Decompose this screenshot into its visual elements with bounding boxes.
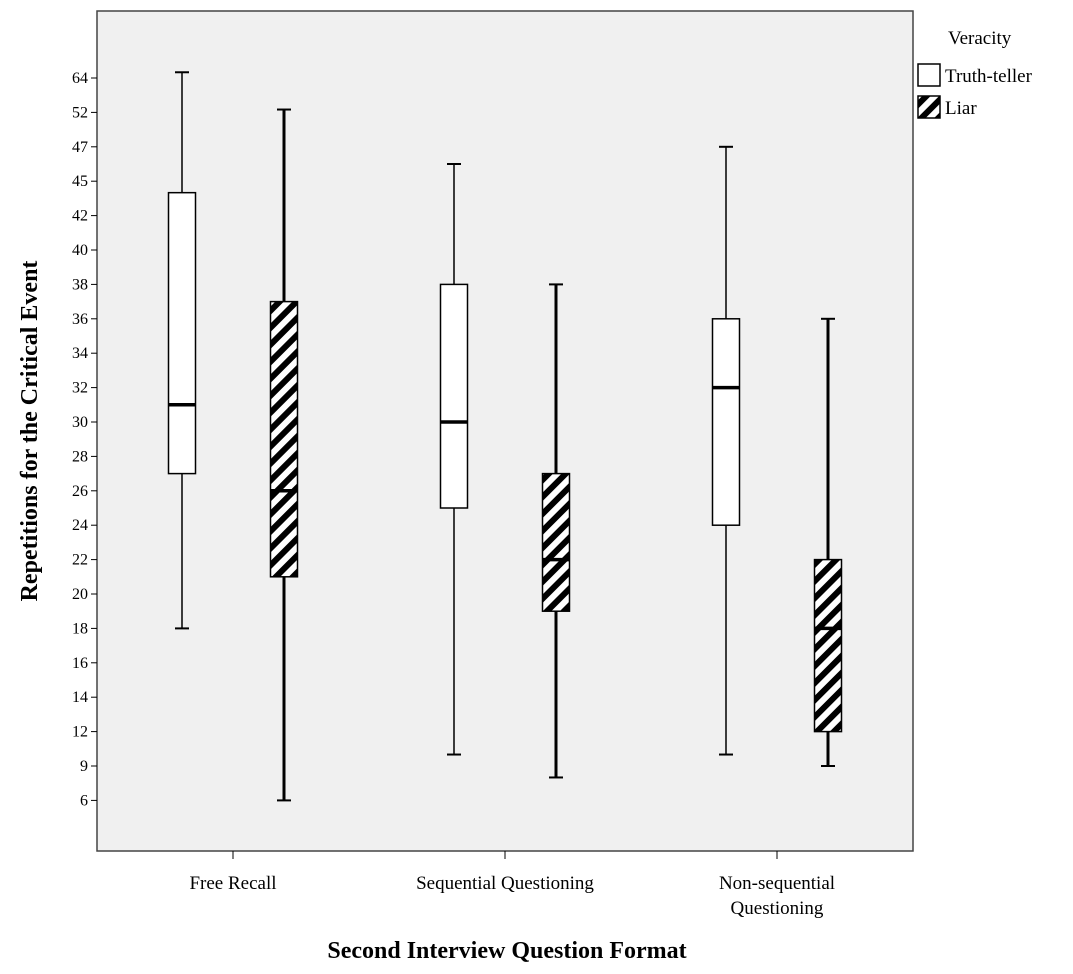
y-tick-label: 14 xyxy=(72,689,88,706)
y-tick-label: 20 xyxy=(72,586,88,603)
y-tick-label: 26 xyxy=(72,483,88,500)
y-tick-label: 32 xyxy=(72,380,88,397)
box-iqr xyxy=(813,558,843,733)
y-tick-label: 36 xyxy=(72,311,88,328)
plot-area xyxy=(96,10,914,852)
y-tick-label: 24 xyxy=(72,517,88,534)
y-tick-label: 52 xyxy=(72,104,88,121)
y-tick-label: 34 xyxy=(72,345,88,362)
y-tick-label: 64 xyxy=(72,70,88,87)
box-liar xyxy=(541,283,571,779)
legend-swatch xyxy=(917,63,941,87)
y-tick-label: 38 xyxy=(72,276,88,293)
legend-title: Veracity xyxy=(948,28,1012,49)
y-tick-label: 6 xyxy=(80,792,88,809)
legend-swatch xyxy=(917,95,941,119)
x-tick-label: Non-sequential xyxy=(719,873,835,894)
box-liar xyxy=(813,317,843,767)
boxes xyxy=(167,71,843,802)
y-tick-label: 28 xyxy=(72,448,88,465)
box-truth-teller xyxy=(711,145,741,756)
box-truth-teller xyxy=(167,71,197,630)
y-tick-label: 16 xyxy=(72,655,88,672)
y-axis-title: Repetitions for the Critical Event xyxy=(17,261,43,602)
box-truth-teller xyxy=(439,163,469,756)
x-tick-label: Sequential Questioning xyxy=(416,873,594,894)
y-tick-label: 45 xyxy=(72,173,88,190)
box-iqr xyxy=(439,283,469,509)
box-iqr xyxy=(711,318,741,526)
y-tick-label: 30 xyxy=(72,414,88,431)
y-tick-label: 12 xyxy=(72,724,88,741)
box-iqr xyxy=(541,472,571,612)
x-tick-label: Free Recall xyxy=(189,873,276,894)
y-axis: 64 52 47 45 42 40 38 36 34 32 30 28 26 24 22 20 18 16 14 12… xyxy=(72,70,97,809)
box-iqr xyxy=(167,191,197,475)
y-tick-label: 22 xyxy=(72,552,88,569)
box-liar xyxy=(269,108,299,802)
y-tick-label: 40 xyxy=(72,242,88,259)
x-axis-title: Second Interview Question Format xyxy=(327,938,686,964)
legend-label: Truth-teller xyxy=(945,66,1033,87)
y-tick-label: 18 xyxy=(72,620,88,637)
legend-label: Liar xyxy=(945,98,977,119)
x-axis: Free Recall Sequential Questioning Non-seq… xyxy=(189,851,835,919)
x-tick-label: Questioning xyxy=(731,898,824,919)
box-iqr xyxy=(269,300,299,578)
y-tick-label: 9 xyxy=(80,758,88,775)
legend: Veracity Truth-teller Liar xyxy=(917,28,1033,119)
y-tick-label: 47 xyxy=(72,139,88,156)
y-tick-label: 42 xyxy=(72,208,88,225)
